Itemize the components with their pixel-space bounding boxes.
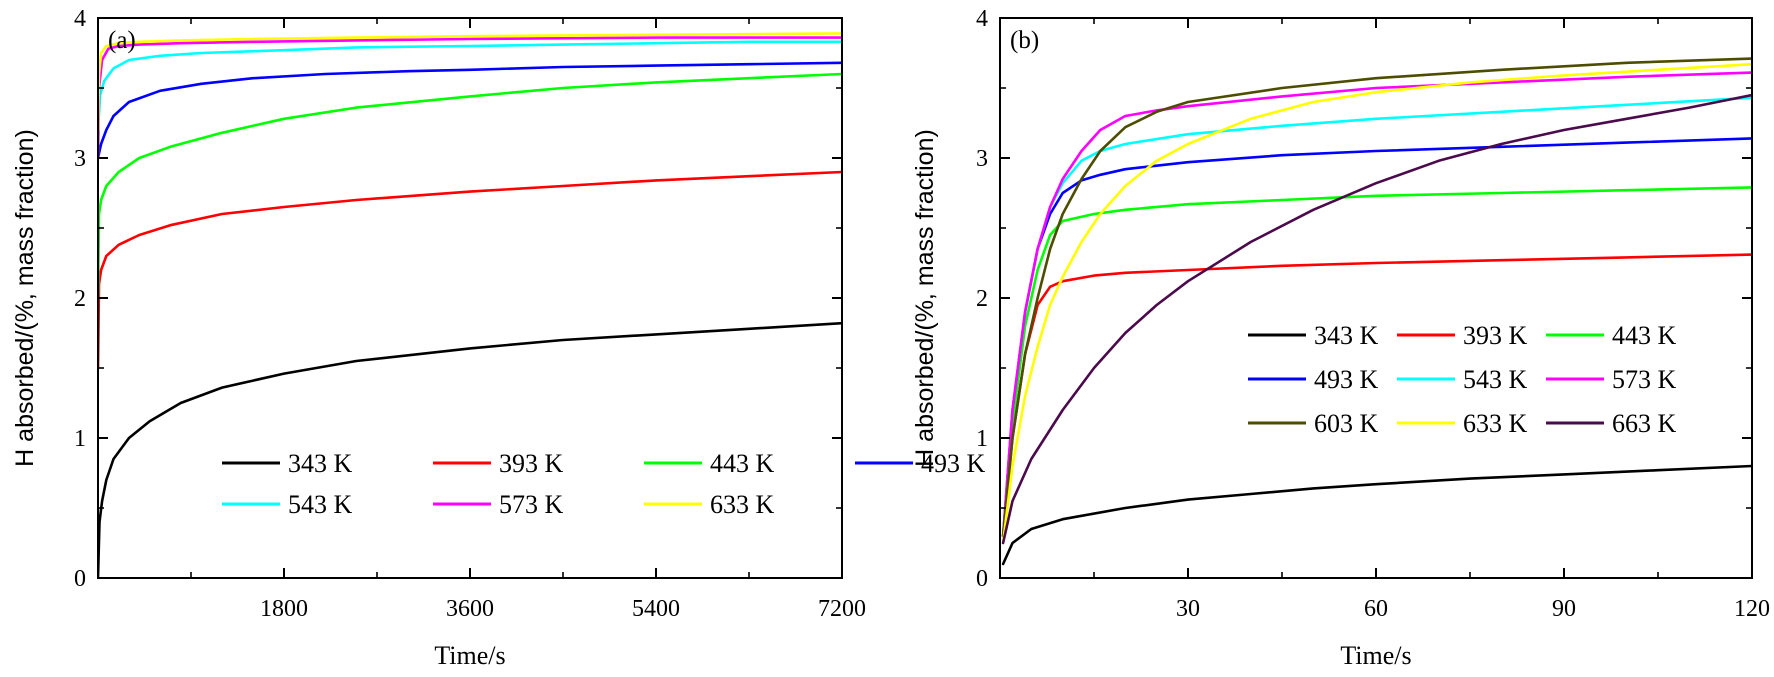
legend-label: 343 K [288,449,353,478]
series-line-443-k [1001,186,1752,538]
legend: 343 K 393 K 443 K 493 K 543 K 573 K 603 K 633 K… [1248,321,1677,438]
legend-item: 493 K [1248,365,1379,394]
legend-label: 603 K [1314,409,1379,438]
legend-label: 393 K [1463,321,1528,350]
legend-item: 443 K [1546,321,1677,350]
y-axis-title: H absorbed/(%, mass fraction) [911,129,939,467]
y-tick-label: 3 [976,146,988,172]
y-tick-label: 4 [976,6,988,32]
series-lines [1001,57,1752,566]
legend-item: 633 K [644,490,775,519]
series-line-393-k [1001,253,1752,538]
series-line-633-k [1001,62,1752,545]
legend-label: 393 K [499,449,564,478]
legend-item: 603 K [1248,409,1379,438]
y-tick-label: 4 [74,6,86,32]
series-line-633-k [98,32,842,132]
series-line-543-k [98,40,842,132]
y-tick-label: 0 [74,566,86,592]
x-tick-label: 30 [1176,596,1200,622]
legend-item: 493 K [855,449,986,478]
legend-item: 343 K [222,449,353,478]
x-tick-label: 120 [1734,596,1770,622]
x-tick-label: 7200 [818,596,866,622]
panel-0: 0 1 2 3 4 1800 3600 5400 7200 Time/s H absorbed/(%… [11,6,986,670]
y-tick-label: 1 [976,426,988,452]
legend: 343 K 393 K 443 K 493 K 543 K 573 K 633 K [222,449,986,519]
legend-label: 343 K [1314,321,1379,350]
y-axis-title: H absorbed/(%, mass fraction) [11,129,39,467]
legend-item: 393 K [1397,321,1528,350]
x-axis-title: Time/s [434,641,505,670]
legend-label: 633 K [1463,409,1528,438]
series-line-443-k [98,72,842,300]
legend-item: 443 K [644,449,775,478]
legend-item: 543 K [222,490,353,519]
legend-item: 573 K [433,490,564,519]
y-tick-label: 0 [976,566,988,592]
x-axis-title: Time/s [1340,641,1411,670]
legend-label: 443 K [710,449,775,478]
legend-label: 493 K [1314,365,1379,394]
legend-label: 573 K [499,490,564,519]
panel-label: (b) [1010,27,1039,54]
series-line-663-k [1001,93,1752,545]
x-tick-label: 3600 [446,596,494,622]
x-tick-label: 1800 [260,596,308,622]
legend-label: 543 K [288,490,353,519]
series-line-573-k [98,36,842,160]
y-tick-label: 2 [74,286,86,312]
y-tick-label: 1 [74,426,86,452]
legend-label: 633 K [710,490,775,519]
x-tick-label: 90 [1552,596,1576,622]
series-line-343-k [1001,464,1752,566]
series-line-393-k [98,170,842,370]
legend-label: 543 K [1463,365,1528,394]
y-tick-label: 2 [976,286,988,312]
legend-item: 663 K [1546,409,1677,438]
legend-item: 573 K [1546,365,1677,394]
x-tick-label: 60 [1364,596,1388,622]
legend-label: 493 K [921,449,986,478]
plot-frame [999,17,1753,579]
legend-label: 573 K [1612,365,1677,394]
legend-item: 543 K [1397,365,1528,394]
panel-label: (a) [108,27,136,54]
y-tick-label: 3 [74,146,86,172]
legend-item: 393 K [433,449,564,478]
legend-label: 663 K [1612,409,1677,438]
legend-item: 633 K [1397,409,1528,438]
legend-item: 343 K [1248,321,1379,350]
series-lines [98,32,842,578]
x-tick-label: 5400 [632,596,680,622]
series-line-493-k [98,61,842,160]
series-line-343-k [98,321,842,578]
panel-1: 0 1 2 3 4 30 60 90 120 Time/s H absorbed/(%, mass … [911,6,1770,670]
legend-label: 443 K [1612,321,1677,350]
series-line-603-k [1001,57,1752,538]
